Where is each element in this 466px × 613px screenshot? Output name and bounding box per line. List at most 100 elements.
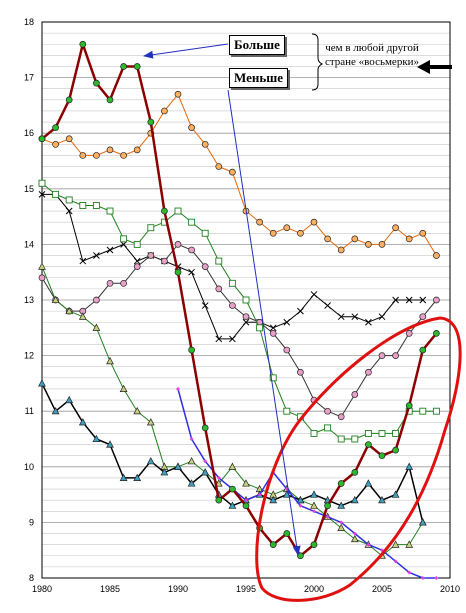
data-point xyxy=(405,540,414,548)
x-tick-label: 2005 xyxy=(372,584,392,594)
data-point xyxy=(51,406,60,415)
data-point xyxy=(310,218,318,226)
data-point xyxy=(120,279,127,287)
data-point xyxy=(201,424,209,432)
data-point xyxy=(283,346,291,354)
data-point xyxy=(269,541,277,548)
data-point xyxy=(187,456,196,465)
data-point xyxy=(133,473,142,481)
series-5 xyxy=(38,379,427,526)
data-point xyxy=(419,313,427,321)
data-point xyxy=(120,63,127,70)
data-point xyxy=(146,456,155,465)
data-point xyxy=(242,318,250,326)
data-point xyxy=(201,302,209,309)
y-tick-label: 15 xyxy=(24,184,34,194)
data-point xyxy=(188,218,196,226)
data-point xyxy=(65,306,74,315)
note-line-1: чем в любой другой xyxy=(325,42,419,54)
data-point xyxy=(283,530,291,537)
data-point xyxy=(325,514,330,519)
note-line-2: стране «восьмерки» xyxy=(324,56,420,68)
data-point xyxy=(350,495,359,504)
data-point xyxy=(257,492,262,497)
data-point xyxy=(256,324,264,332)
data-point xyxy=(161,107,168,115)
data-point xyxy=(52,140,59,148)
data-point xyxy=(405,462,414,470)
data-point xyxy=(324,502,331,510)
data-point xyxy=(418,518,427,526)
data-point xyxy=(283,407,291,415)
x-tick-label: 1980 xyxy=(32,584,52,594)
y-tick-label: 16 xyxy=(24,128,34,138)
less-callout: Меньше xyxy=(229,68,288,88)
data-point xyxy=(351,235,359,243)
data-point xyxy=(188,346,195,354)
data-point xyxy=(215,163,223,170)
data-point xyxy=(350,534,359,543)
data-point xyxy=(337,435,345,443)
data-point xyxy=(242,313,250,321)
data-point xyxy=(339,520,344,525)
data-point xyxy=(269,330,277,337)
data-point xyxy=(229,168,236,176)
data-point xyxy=(174,241,182,248)
series-line xyxy=(41,243,437,418)
data-point xyxy=(405,402,413,409)
data-point xyxy=(120,152,127,159)
data-point xyxy=(106,207,114,215)
data-point xyxy=(242,502,250,510)
series-3 xyxy=(38,179,440,443)
data-point xyxy=(188,268,195,276)
data-point xyxy=(133,406,142,415)
data-point xyxy=(365,368,372,376)
data-point xyxy=(38,191,46,198)
data-point xyxy=(378,352,386,359)
data-point xyxy=(106,246,114,254)
data-point xyxy=(147,252,155,259)
data-point xyxy=(38,179,46,187)
data-point xyxy=(119,473,128,481)
data-point xyxy=(65,135,73,143)
data-point xyxy=(65,196,73,204)
data-point xyxy=(52,190,60,198)
data-point xyxy=(146,418,155,426)
data-point xyxy=(283,224,291,232)
data-point xyxy=(351,435,359,443)
data-point xyxy=(65,96,73,104)
data-point xyxy=(433,296,440,304)
data-point xyxy=(216,475,221,480)
more-callout: Больше xyxy=(229,35,285,55)
data-point xyxy=(120,235,128,243)
data-point xyxy=(92,434,101,443)
data-point xyxy=(351,391,359,398)
y-tick-label: 18 xyxy=(24,17,34,27)
data-point xyxy=(187,479,196,487)
data-point xyxy=(133,240,141,248)
data-point xyxy=(310,501,318,509)
data-point xyxy=(324,407,331,415)
data-point xyxy=(188,124,195,131)
y-tick-label: 11 xyxy=(25,406,34,416)
series-6 xyxy=(176,386,439,580)
data-point xyxy=(297,229,304,237)
y-tick-label: 14 xyxy=(24,239,34,249)
data-point xyxy=(133,263,141,270)
data-point xyxy=(174,207,182,215)
data-point xyxy=(419,296,427,304)
data-point xyxy=(434,576,439,580)
brace xyxy=(311,33,324,91)
data-point xyxy=(269,374,277,382)
data-point xyxy=(378,241,386,248)
highlight-ellipse xyxy=(255,316,462,602)
data-point xyxy=(92,323,101,331)
data-point xyxy=(38,379,46,387)
data-point xyxy=(133,146,141,154)
data-point xyxy=(229,485,236,493)
note-text: чем в любой другой стране «восьмерки» xyxy=(322,41,422,69)
axis-tick-labels: 8 9 10 11 12 13 14 15 16 17 18 1980 1985 1990 1995 2000… xyxy=(24,17,460,594)
data-point xyxy=(106,279,114,287)
x-tick-label: 1990 xyxy=(168,584,188,594)
data-point xyxy=(106,440,114,448)
